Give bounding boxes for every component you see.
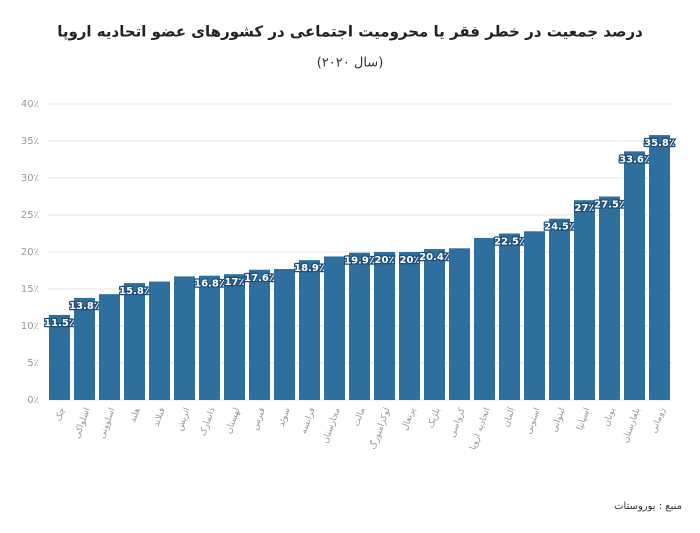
value-label: 24.5٪ [544, 222, 575, 233]
bar [599, 196, 620, 400]
x-tick-label: اتحادیه اروپا [468, 406, 493, 451]
x-tick-label: یونان [602, 406, 618, 428]
x-tick-label: کرواسی [448, 406, 468, 439]
bar [499, 233, 520, 400]
bar [49, 314, 70, 400]
value-label: 20.4٪ [419, 252, 450, 263]
value-label: 22.5٪ [494, 237, 525, 248]
bar [274, 269, 295, 400]
x-tick-label: اسپانیا [575, 406, 592, 431]
value-label: 15.8٪ [119, 286, 150, 297]
y-tick-label: 20٪ [21, 247, 39, 258]
x-tick-label: اتریش [175, 406, 193, 432]
bar [374, 252, 395, 400]
x-tick-label: هلند [128, 406, 143, 424]
source: منبع : یوروستات [614, 501, 682, 512]
bar [74, 297, 95, 400]
value-label: 11.5٪ [44, 318, 75, 329]
x-tick-label: اسلوونی [97, 406, 117, 440]
value-label: 20٪ [399, 255, 419, 266]
x-tick-label: لیتوانی [550, 406, 568, 433]
bar [449, 248, 470, 400]
x-tick-label: لوکزامبورگ [366, 406, 392, 451]
x-tick-label: قبرس [250, 406, 267, 431]
bar [199, 275, 220, 400]
x-tick-label: سوئد [277, 406, 293, 428]
value-label: 16.8٪ [194, 279, 225, 290]
chart-subtitle: (سال ۲۰۲۰) [317, 56, 384, 71]
bar [549, 218, 570, 400]
bar [299, 260, 320, 400]
x-tick-label: فرانسه [299, 406, 318, 435]
x-tick-label: پرتغال [400, 406, 418, 432]
chart-title: درصد جمعیت در خطر فقر یا محرومیت اجتماعی… [57, 23, 643, 42]
bar [574, 200, 595, 400]
bar [99, 294, 120, 400]
x-tick-label: آلمان [500, 405, 518, 428]
x-tick-label: اسلواکی [72, 406, 92, 439]
bar [224, 274, 245, 400]
bar [174, 276, 195, 400]
y-tick-label: 15٪ [21, 284, 39, 295]
value-label: 17٪ [224, 277, 244, 288]
bar [249, 269, 270, 400]
value-label: 27٪ [574, 203, 594, 214]
y-tick-label: 40٪ [21, 99, 39, 110]
bar [349, 252, 370, 400]
value-label: 19.9٪ [344, 256, 375, 267]
bar [149, 281, 170, 400]
value-label: 35.8٪ [644, 138, 675, 149]
bar [399, 252, 420, 400]
y-tick-label: 35٪ [21, 136, 39, 147]
bar [649, 135, 670, 400]
bar [624, 151, 645, 400]
bar [424, 249, 445, 400]
bar [324, 256, 345, 400]
value-label: 33.6٪ [619, 154, 650, 165]
y-tick-label: 0٪ [27, 395, 39, 406]
y-tick-label: 5٪ [27, 358, 39, 369]
x-tick-label: بلژیک [426, 406, 443, 429]
value-label: 20٪ [374, 255, 394, 266]
y-tick-label: 10٪ [21, 321, 39, 332]
bar [474, 237, 495, 400]
x-tick-label: بلغارستان [621, 406, 643, 444]
value-label: 17.6٪ [244, 273, 275, 284]
y-tick-label: 25٪ [21, 210, 39, 221]
x-tick-label: لهستان [224, 406, 243, 435]
x-tick-label: دانمارک [197, 406, 217, 437]
x-tick-label: رومانی [649, 406, 667, 434]
y-tick-label: 30٪ [21, 173, 39, 184]
x-tick-label: فنلاند [152, 406, 168, 428]
x-tick-label: مجارستان [321, 406, 343, 445]
x-tick-label: استونی [524, 406, 543, 435]
bar [524, 231, 545, 400]
x-tick-label: مالت [352, 406, 368, 428]
value-label: 18.9٪ [294, 263, 325, 274]
value-label: 13.8٪ [69, 301, 100, 312]
x-tick-label: چک [54, 406, 68, 422]
bar [124, 283, 145, 400]
value-label: 27.5٪ [594, 200, 625, 211]
